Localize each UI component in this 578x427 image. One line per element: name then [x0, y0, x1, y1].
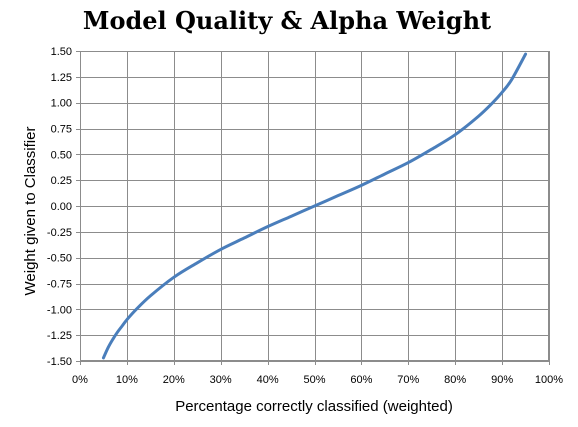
x-tick-label: 0% [72, 374, 88, 386]
y-tick-label: 0.00 [51, 201, 72, 213]
x-axis-label: Percentage correctly classified (weighte… [175, 398, 453, 415]
x-tick-label: 60% [350, 374, 372, 386]
x-tick-label: 100% [535, 374, 563, 386]
x-tick-label: 20% [163, 374, 185, 386]
y-tick-label: -0.50 [47, 253, 72, 265]
plot-frame [80, 51, 549, 361]
chart-title: Model Quality & Alpha Weight [83, 6, 491, 35]
x-tick-label: 70% [397, 374, 419, 386]
y-tick-label: -0.25 [47, 227, 72, 239]
x-tick-label: 80% [444, 374, 466, 386]
y-tick-label: 1.25 [51, 72, 72, 84]
x-tick-label: 50% [303, 374, 325, 386]
y-tick-label: -1.25 [47, 330, 72, 342]
x-tick-label: 90% [491, 374, 513, 386]
x-tick-label: 10% [116, 374, 138, 386]
series-layer [101, 52, 528, 360]
x-axis-ticks: 0% 10% 20% 30% 40% 50% 60% 70% 80% 90% 100% [72, 374, 563, 386]
y-axis-label: Weight given to Classifier [22, 127, 39, 296]
y-tick-label: 0.50 [51, 149, 72, 161]
x-tick-label: 30% [210, 374, 232, 386]
y-tick-label: -1.00 [47, 304, 72, 316]
y-tick-label: -0.75 [47, 279, 72, 291]
y-axis-ticks: 1.50 1.25 1.00 0.75 0.50 0.25 0.00 -0.25 -0.50 -0… [47, 46, 72, 368]
series-line [101, 52, 528, 360]
y-tick-label: 1.50 [51, 46, 72, 58]
y-tick-label: 0.75 [51, 124, 72, 136]
y-tick-label: 0.25 [51, 175, 72, 187]
y-tick-label: -1.50 [47, 356, 72, 368]
grid-layer [76, 51, 550, 365]
y-tick-label: 1.00 [51, 98, 72, 110]
x-tick-label: 40% [257, 374, 279, 386]
